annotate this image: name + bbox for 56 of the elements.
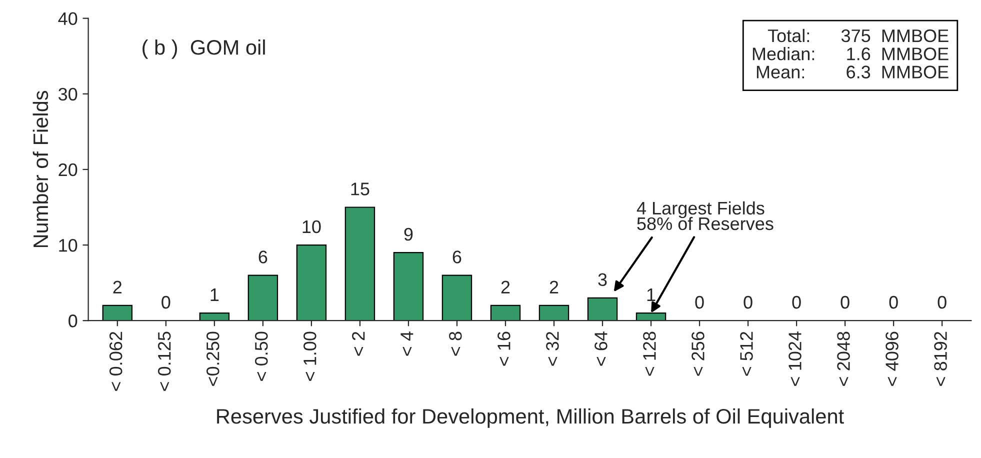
y-tick-label: 30 — [58, 88, 78, 101]
x-tick-label: < 32 — [546, 332, 559, 366]
data-label: 2 — [550, 280, 558, 294]
x-tick-label: < 4 — [400, 332, 414, 356]
data-label: 1 — [210, 288, 219, 301]
data-label: 6 — [452, 250, 462, 264]
x-tick-label: < 2 — [352, 332, 365, 356]
bar — [248, 274, 278, 321]
data-label: 6 — [258, 250, 268, 264]
bar — [296, 244, 327, 321]
bar — [102, 304, 133, 321]
data-label: 0 — [695, 296, 704, 309]
data-label: 10 — [302, 220, 321, 234]
data-label: 0 — [162, 296, 170, 309]
x-tick-label: < 2048 — [837, 332, 850, 386]
data-label: 9 — [404, 228, 413, 241]
x-tick-label: < 8192 — [934, 332, 947, 386]
x-tick-label: < 512 — [740, 332, 753, 376]
bar — [393, 252, 424, 321]
bar — [199, 312, 230, 321]
bar — [490, 304, 521, 321]
x-tick-label: < 0.125 — [158, 332, 171, 391]
x-tick-label: < 0.062 — [109, 332, 122, 391]
data-label: 3 — [598, 273, 607, 286]
y-tick-label: 10 — [59, 238, 78, 252]
data-label: 0 — [889, 296, 898, 309]
y-tick-label: 40 — [58, 12, 78, 26]
bar — [587, 297, 618, 321]
data-label: 0 — [792, 296, 801, 309]
y-axis-title: Number of Fields — [32, 90, 48, 248]
x-tick-label: < 128 — [643, 332, 656, 376]
data-label: 0 — [938, 296, 946, 309]
x-tick-label: <0.250 — [206, 332, 220, 386]
x-tick-label: < 256 — [692, 332, 704, 376]
x-tick-label: < 8 — [449, 332, 462, 356]
bar — [442, 274, 472, 321]
x-tick-label: < 16 — [498, 332, 510, 366]
x-tick-label: < 4096 — [886, 332, 898, 386]
x-tick-label: < 64 — [594, 332, 608, 366]
annotation: ( b ) GOM oil — [142, 39, 265, 59]
data-label: 2 — [113, 280, 122, 294]
y-tick-label: 20 — [58, 163, 78, 176]
data-label: 0 — [840, 296, 850, 309]
data-label: 0 — [744, 296, 752, 309]
bar — [344, 206, 376, 321]
data-label: 2 — [501, 280, 510, 294]
data-label: 1 — [647, 288, 656, 301]
x-tick-label: < 0.50 — [254, 332, 268, 381]
y-tick-label: 0 — [68, 314, 78, 328]
bar — [538, 304, 570, 321]
annotation: Total: 375 MMBOE Median: 1.6 MMBOE Mean: 6.3 MMBOE — [752, 28, 948, 78]
data-label: 15 — [351, 182, 370, 196]
x-tick-label: < 1.00 — [304, 332, 316, 381]
x-tick-label: < 1024 — [788, 332, 802, 386]
annotation: 4 Largest Fields 58% of Reserves — [636, 201, 774, 230]
x-axis-title: Reserves Justified for Development, Million Barrels of Oil Equivalent — [217, 408, 844, 428]
